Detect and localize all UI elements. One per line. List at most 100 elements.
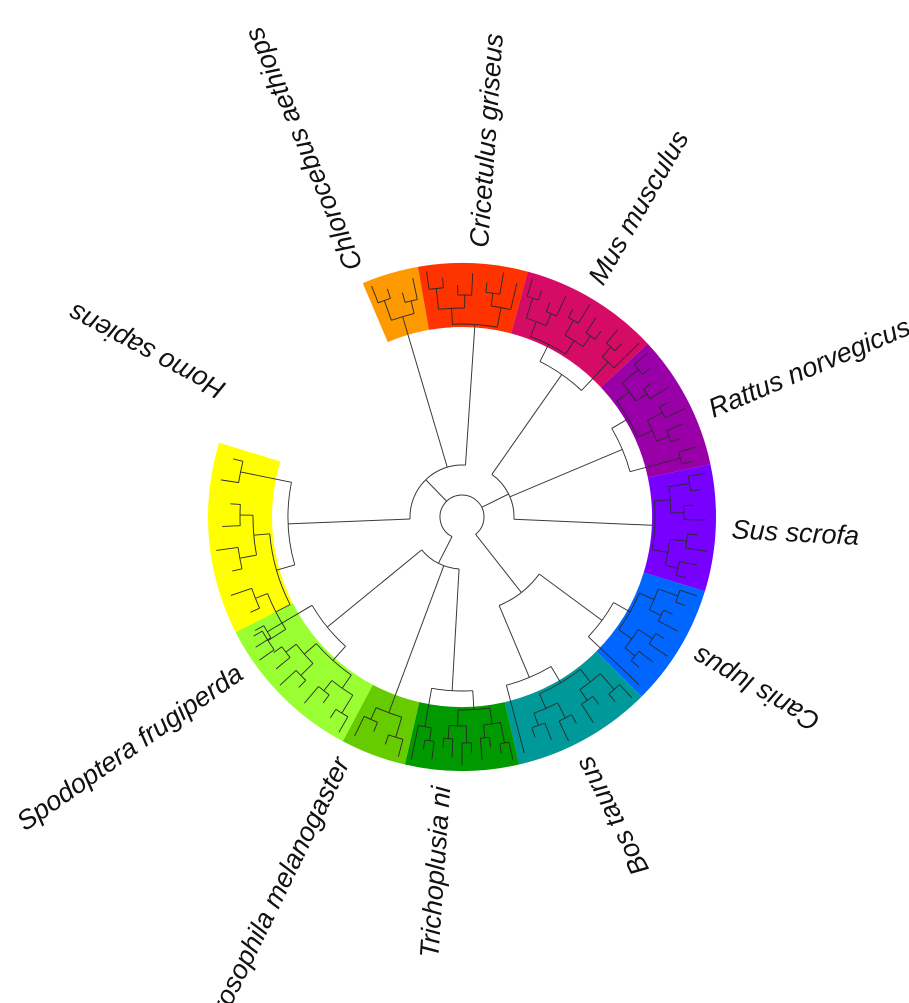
branch-edge bbox=[426, 271, 430, 290]
branch-edge bbox=[255, 637, 272, 648]
branch-edge bbox=[303, 643, 317, 655]
branch-node bbox=[606, 342, 616, 352]
branch-node bbox=[287, 482, 296, 566]
branch-edge bbox=[659, 402, 669, 408]
branch-edge bbox=[254, 625, 265, 631]
branch-edge bbox=[571, 714, 577, 724]
branch-node bbox=[568, 317, 579, 324]
branch-node bbox=[431, 687, 473, 692]
clade-stem bbox=[388, 602, 431, 713]
branch-node bbox=[391, 313, 415, 321]
branch-edge bbox=[678, 446, 696, 453]
branch-edge bbox=[222, 525, 241, 527]
branch-edge bbox=[373, 722, 378, 732]
branch-edge bbox=[371, 285, 379, 303]
branch-edge bbox=[533, 713, 539, 726]
clade-stem bbox=[326, 588, 375, 628]
branch-edge bbox=[642, 367, 651, 375]
branch-edge bbox=[240, 471, 292, 483]
branch-node bbox=[318, 686, 330, 696]
branch-edge bbox=[579, 689, 588, 701]
branch-edge bbox=[565, 340, 575, 355]
branch-edge bbox=[663, 609, 673, 615]
branch-edge bbox=[253, 630, 263, 637]
canis-lupus-clade-sector bbox=[596, 572, 705, 697]
branch-edge bbox=[447, 725, 450, 739]
branch-edge bbox=[424, 688, 433, 727]
branch-edge bbox=[592, 696, 600, 705]
branch-edge bbox=[639, 592, 655, 600]
clade-stem bbox=[526, 448, 623, 491]
branch-edge bbox=[253, 533, 270, 536]
branch-node bbox=[608, 684, 620, 695]
branch-node bbox=[687, 476, 691, 491]
canis-lupus-label: Canis lupus bbox=[687, 641, 824, 738]
branch-edge bbox=[422, 739, 426, 750]
branch-node bbox=[533, 702, 558, 714]
spodoptera-frugiperda-label: Spodoptera frugiperda bbox=[11, 658, 248, 837]
branch-node bbox=[261, 630, 275, 651]
branch-edge bbox=[510, 283, 518, 310]
branch-edge bbox=[654, 499, 671, 502]
branch-edge bbox=[216, 547, 239, 551]
branch-edge bbox=[619, 684, 633, 699]
branch-edge bbox=[472, 690, 475, 710]
branch-node bbox=[685, 533, 688, 549]
branch-edge bbox=[652, 549, 669, 553]
trunk-edge bbox=[429, 565, 445, 604]
branch-edge bbox=[298, 679, 307, 688]
branch-node bbox=[648, 633, 657, 644]
clade-stem bbox=[469, 324, 476, 404]
branch-edge bbox=[649, 609, 662, 616]
bos-taurus-clade-sector bbox=[504, 651, 642, 765]
trunk-edge bbox=[538, 573, 555, 586]
bos-taurus-label: Bos taurus bbox=[570, 752, 655, 881]
branch-edge bbox=[550, 666, 562, 684]
branch-edge bbox=[230, 503, 241, 505]
trichoplusia-ni-label: Trichoplusia ni bbox=[414, 784, 456, 959]
bos-taurus-branches bbox=[505, 642, 633, 754]
branch-edge bbox=[338, 716, 349, 733]
branch-edge bbox=[637, 629, 653, 639]
branch-edge bbox=[384, 734, 389, 745]
clade-stem bbox=[451, 586, 459, 691]
tree-branches bbox=[216, 271, 708, 765]
branch-node bbox=[530, 336, 566, 355]
branch-edge bbox=[500, 722, 505, 744]
canis-lupus-branches bbox=[553, 584, 698, 686]
branch-edge bbox=[383, 300, 392, 321]
branch-node bbox=[531, 722, 545, 729]
branch-edge bbox=[669, 538, 687, 542]
branch-edge bbox=[599, 673, 615, 690]
trunk-edge bbox=[373, 549, 423, 590]
branch-node bbox=[331, 680, 354, 696]
branch-edge bbox=[675, 601, 686, 607]
branch-edge bbox=[239, 554, 257, 559]
branch-edge bbox=[643, 382, 652, 390]
clade-stem bbox=[402, 316, 437, 429]
drosophila-melanogaster-label: Drosophila melanogaster bbox=[197, 751, 356, 1003]
branch-node bbox=[668, 486, 672, 513]
branch-edge bbox=[676, 574, 687, 579]
branch-edge bbox=[648, 643, 668, 657]
branch-edge bbox=[332, 646, 346, 661]
branch-edge bbox=[679, 589, 698, 597]
branch-node bbox=[527, 295, 539, 301]
branch-edge bbox=[395, 717, 403, 738]
branch-node bbox=[618, 592, 640, 630]
mus-musculus-label: Mus musculus bbox=[582, 125, 694, 289]
chlorocebus-aethiops-branches bbox=[371, 277, 437, 429]
branch-node bbox=[418, 725, 432, 729]
branch-edge bbox=[220, 479, 239, 484]
branch-edge bbox=[614, 343, 623, 352]
branch-edge bbox=[233, 458, 244, 462]
branch-edge bbox=[435, 288, 440, 310]
branch-edge bbox=[666, 423, 684, 432]
branch-edge bbox=[259, 649, 275, 661]
branch-edge bbox=[670, 438, 681, 443]
branch-edge bbox=[647, 412, 663, 421]
branch-edge bbox=[624, 647, 636, 657]
branch-edge bbox=[687, 533, 698, 536]
